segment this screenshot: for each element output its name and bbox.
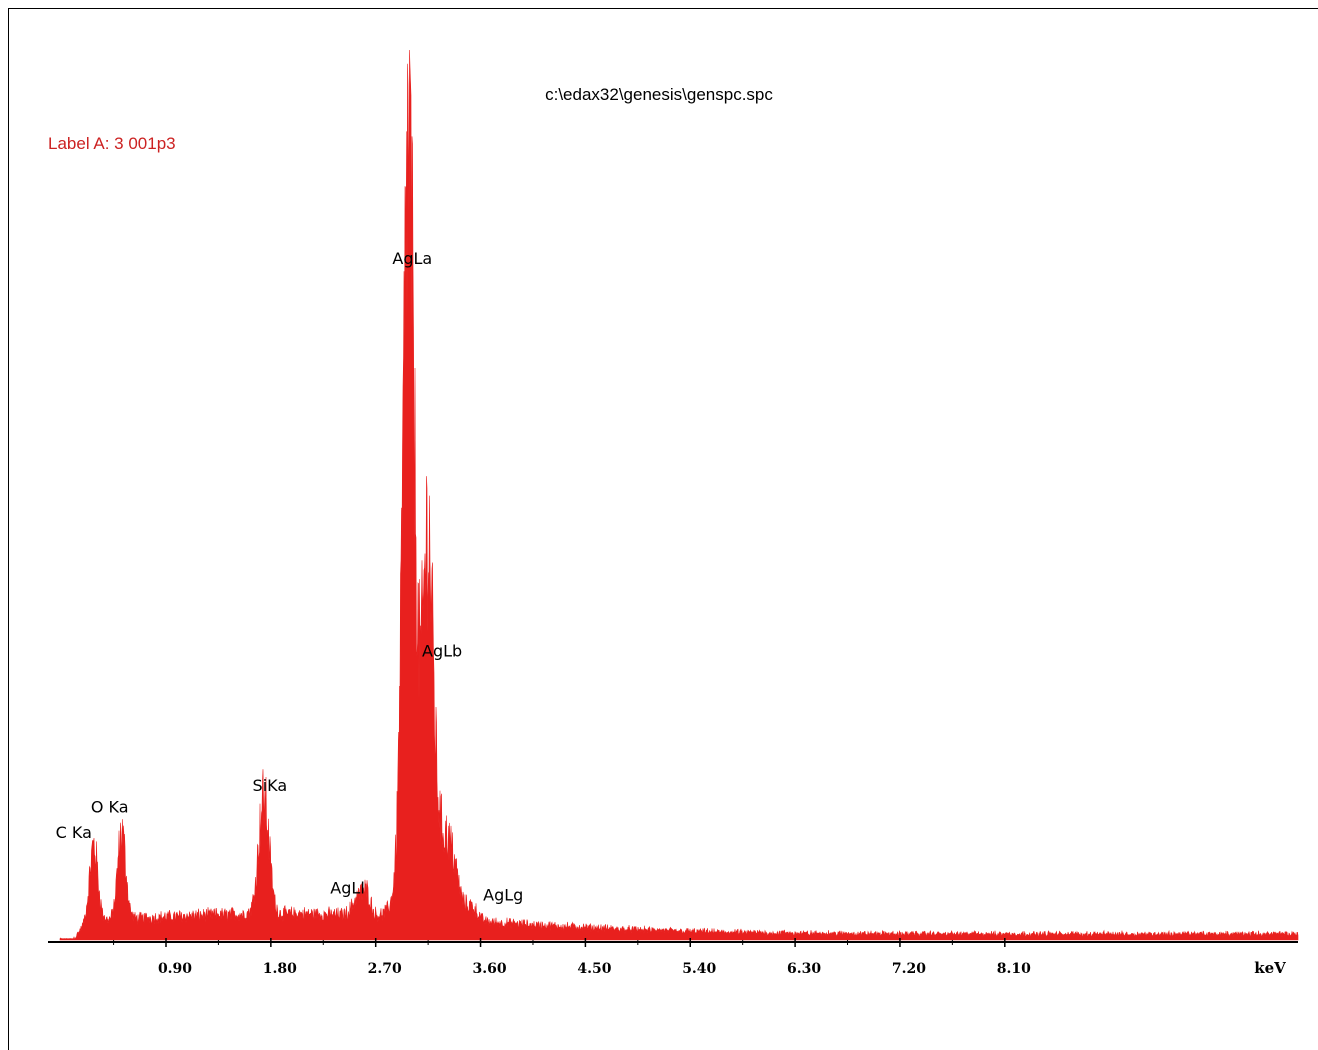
- x-tick-label: 5.40: [682, 961, 716, 977]
- x-axis-tick-labels: 0.90 1.80 2.70 3.60 4.50 5.40 6.30 7.20 8.10: [158, 961, 1031, 977]
- x-tick-label: 7.20: [892, 961, 926, 977]
- peak-label: AgLg: [483, 885, 523, 904]
- peak-label: AgLb: [422, 641, 462, 660]
- x-tick-label: 0.90: [158, 961, 192, 977]
- spectrum-file-title: c:\edax32\genesis\genspc.spc: [545, 85, 773, 104]
- x-tick-label: 2.70: [368, 961, 402, 977]
- x-tick-label: 1.80: [263, 961, 297, 977]
- x-axis-ticks: [113, 938, 1006, 947]
- spectrum-label: Label A: 3 001p3: [48, 134, 176, 153]
- x-axis-unit-label: keV: [1254, 959, 1286, 977]
- peak-label: C Ka: [56, 823, 92, 842]
- x-tick-label: 3.60: [472, 961, 506, 977]
- spectrum-frame: [8, 8, 1318, 1050]
- x-tick-label: 8.10: [997, 961, 1031, 977]
- peak-label: O Ka: [91, 797, 129, 816]
- peak-label: SiKa: [253, 776, 288, 795]
- x-tick-label: 6.30: [787, 961, 821, 977]
- x-tick-label: 4.50: [577, 961, 611, 977]
- peak-label: AgLl: [330, 879, 364, 898]
- peak-labels: C Ka O Ka SiKa AgLl AgLa AgLb AgLg: [56, 249, 524, 904]
- spectrum-area: [59, 49, 1299, 941]
- peak-label: AgLa: [392, 249, 432, 268]
